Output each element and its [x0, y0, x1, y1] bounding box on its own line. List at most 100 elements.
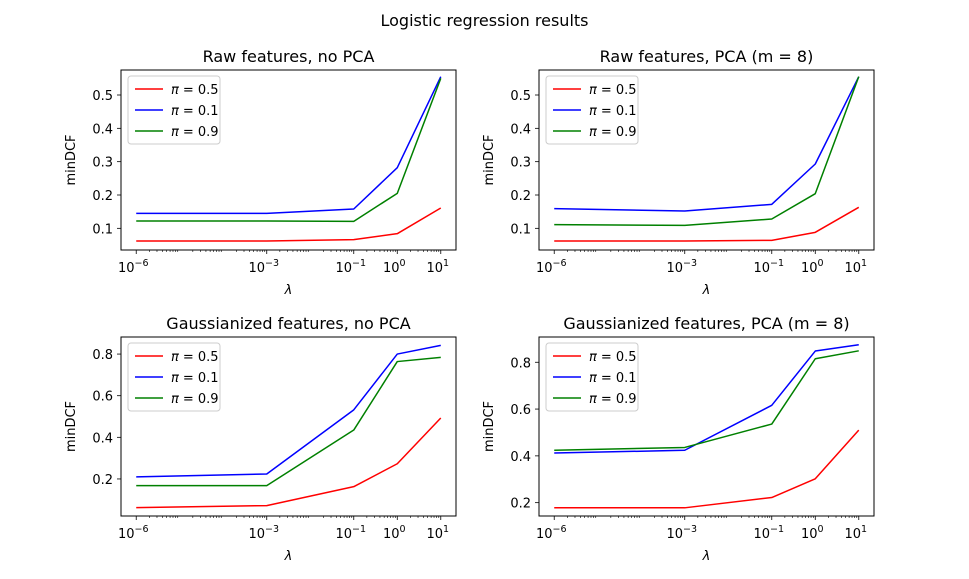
- x-tick-base: 10: [118, 261, 135, 276]
- figure-title: Logistic regression results: [381, 11, 589, 30]
- series-line: [136, 344, 441, 478]
- x-axis-label: λ: [702, 283, 711, 298]
- x-tick-base: 10: [844, 527, 861, 542]
- x-tick-exponent: −1: [352, 524, 366, 535]
- y-tick-label: 0.3: [510, 156, 531, 171]
- x-tick-label: 10−6: [118, 524, 149, 542]
- legend-value: = 0.9: [183, 125, 219, 140]
- axes-frame: [538, 336, 875, 517]
- x-tick-exponent: −6: [134, 524, 148, 535]
- y-tick-label: 0.2: [92, 189, 113, 204]
- legend-label: π = 0.9: [589, 125, 637, 140]
- legend-symbol: π: [171, 350, 179, 365]
- x-tick-label: 10−6: [118, 258, 149, 276]
- y-tick-label: 0.4: [510, 122, 531, 137]
- series-line: [554, 206, 860, 242]
- legend-symbol: π: [171, 392, 179, 407]
- legend-symbol: π: [589, 350, 597, 365]
- x-tick-label: 101: [844, 258, 867, 276]
- x-tick-label: 10−1: [335, 524, 366, 542]
- series-line: [136, 356, 441, 487]
- legend-box: [545, 342, 639, 412]
- legend-value: = 0.1: [601, 104, 637, 119]
- legend-symbol: π: [589, 83, 597, 98]
- x-tick-base: 10: [666, 261, 683, 276]
- legend-value: = 0.9: [183, 392, 219, 407]
- y-tick-label: 0.2: [510, 189, 531, 204]
- x-tick-exponent: 1: [861, 258, 867, 269]
- legend-label: π = 0.9: [171, 125, 219, 140]
- series-line: [554, 76, 860, 212]
- x-tick-label: 101: [426, 524, 449, 542]
- series-line: [554, 429, 860, 509]
- x-tick-exponent: −3: [265, 524, 279, 535]
- x-tick-exponent: −3: [683, 258, 697, 269]
- y-tick-label: 0.8: [510, 356, 531, 371]
- legend-symbol: π: [171, 371, 179, 386]
- legend-symbol: π: [589, 104, 597, 119]
- x-tick-exponent: 0: [400, 524, 406, 535]
- y-tick-label: 0.4: [92, 431, 113, 446]
- x-tick-label: 100: [383, 258, 406, 276]
- x-tick-base: 10: [801, 261, 818, 276]
- x-tick-base: 10: [248, 527, 265, 542]
- series-line: [554, 76, 860, 227]
- x-tick-base: 10: [753, 527, 770, 542]
- axes-frame: [538, 69, 875, 251]
- legend-label: π = 0.5: [171, 350, 219, 365]
- x-tick-label: 10−3: [248, 258, 279, 276]
- x-tick-label: 10−1: [335, 258, 366, 276]
- legend-label: π = 0.1: [589, 371, 637, 386]
- legend: π = 0.5 π = 0.1 π = 0.9: [545, 342, 639, 412]
- x-tick-label: 10−6: [536, 524, 567, 542]
- y-tick-label: 0.1: [92, 222, 113, 237]
- y-tick-label: 0.5: [92, 89, 113, 104]
- x-tick-base: 10: [801, 527, 818, 542]
- legend-box: [127, 75, 221, 145]
- legend-label: π = 0.1: [171, 371, 219, 386]
- x-tick-label: 100: [801, 258, 824, 276]
- y-tick-label: 0.4: [92, 122, 113, 137]
- y-axis-label: minDCF: [482, 401, 497, 452]
- x-tick-base: 10: [335, 527, 352, 542]
- y-axis-label: minDCF: [64, 134, 79, 185]
- legend-value: = 0.1: [183, 104, 219, 119]
- x-tick-label: 10−3: [248, 524, 279, 542]
- x-tick-label: 10−1: [753, 258, 784, 276]
- subplot-title: Gaussianized features, PCA (m = 8): [563, 314, 849, 333]
- axes-frame: [120, 336, 457, 517]
- y-tick-label: 0.1: [510, 222, 531, 237]
- x-tick-base: 10: [536, 527, 553, 542]
- x-tick-exponent: 1: [861, 524, 867, 535]
- x-tick-exponent: −6: [552, 524, 566, 535]
- subplot-raw-pca: Raw features, PCA (m = 8)10−6 10−3 10−1 100…: [482, 47, 875, 298]
- x-tick-exponent: −1: [352, 258, 366, 269]
- y-tick-label: 0.5: [510, 89, 531, 104]
- subplot-title: Gaussianized features, no PCA: [166, 314, 410, 333]
- legend: π = 0.5 π = 0.1 π = 0.9: [545, 75, 639, 145]
- legend-label: π = 0.9: [171, 392, 219, 407]
- x-tick-exponent: 0: [818, 524, 824, 535]
- series-line: [136, 417, 442, 509]
- x-tick-base: 10: [536, 261, 553, 276]
- x-tick-label: 101: [844, 524, 867, 542]
- y-tick-label: 0.4: [510, 450, 531, 465]
- x-tick-exponent: 1: [443, 524, 449, 535]
- legend-label: π = 0.9: [589, 392, 637, 407]
- series-line: [554, 350, 859, 451]
- legend-symbol: π: [171, 104, 179, 119]
- x-tick-label: 10−6: [536, 258, 567, 276]
- x-tick-exponent: 0: [818, 258, 824, 269]
- legend-symbol: π: [589, 371, 597, 386]
- legend-value: = 0.9: [601, 125, 637, 140]
- legend-value: = 0.9: [601, 392, 637, 407]
- legend-value: = 0.1: [601, 371, 637, 386]
- series-line: [136, 76, 442, 215]
- x-tick-exponent: −3: [265, 258, 279, 269]
- subplot-title: Raw features, PCA (m = 8): [600, 47, 814, 66]
- legend-value: = 0.5: [601, 350, 637, 365]
- x-axis-label: λ: [702, 549, 711, 564]
- x-axis-label: λ: [284, 283, 293, 298]
- series-line: [136, 78, 442, 223]
